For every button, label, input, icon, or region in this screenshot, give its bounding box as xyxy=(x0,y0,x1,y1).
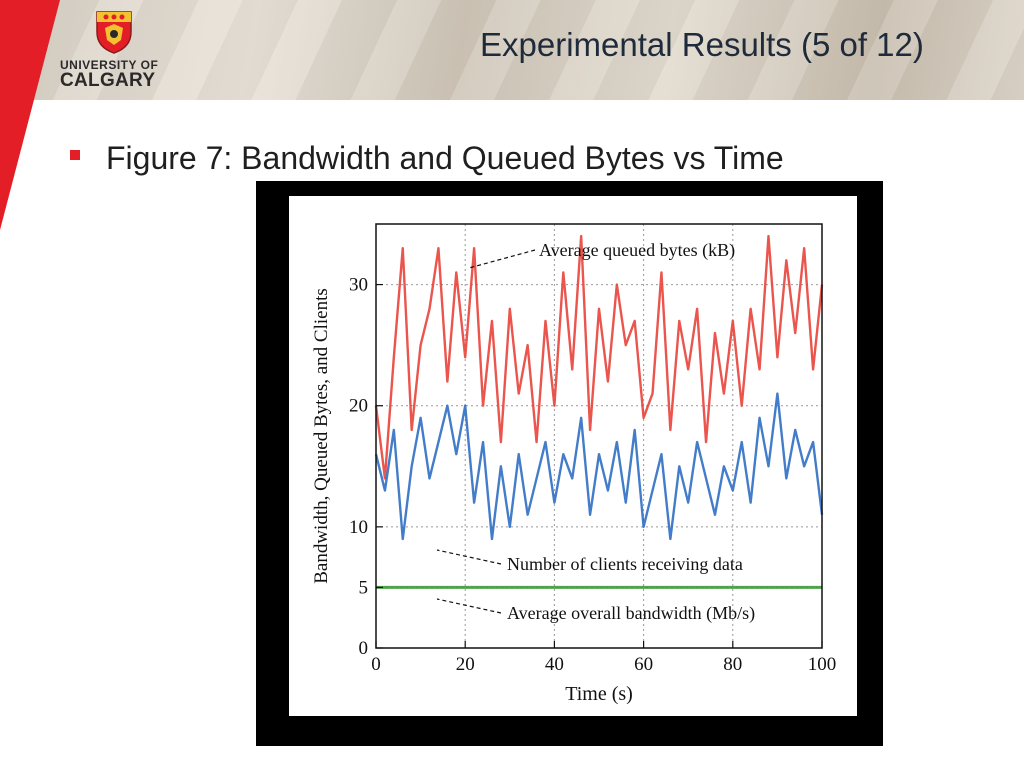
chart-ticks: 0 20 40 60 80 100 0 5 10 20 30 xyxy=(349,275,836,675)
series-line-2 xyxy=(374,392,824,541)
annotation-label: Number of clients receiving data xyxy=(507,554,743,574)
chart-grid xyxy=(376,224,822,648)
university-logo: UNIVERSITY OF CALGARY xyxy=(60,10,170,91)
y-axis-label: Bandwidth, Queued Bytes, and Clients xyxy=(311,288,332,584)
x-tick-label: 40 xyxy=(545,654,564,675)
logo-line1: UNIVERSITY OF xyxy=(60,58,159,72)
annotation-leader-line xyxy=(436,549,502,565)
annotation-leader-line xyxy=(436,598,502,614)
y-tick-label: 10 xyxy=(349,517,368,538)
x-tick-label: 80 xyxy=(723,654,742,675)
x-tick-label: 60 xyxy=(634,654,653,675)
logo-line2: CALGARY xyxy=(60,70,156,91)
annotation-label: Average overall bandwidth (Mb/s) xyxy=(507,603,755,624)
x-axis-label: Time (s) xyxy=(565,683,633,705)
annotation-label: Average queued bytes (kB) xyxy=(539,240,735,261)
y-tick-label: 30 xyxy=(349,275,368,296)
x-tick-label: 100 xyxy=(808,654,837,675)
chart-annotations: Average queued bytes (kB) Number of clien… xyxy=(436,240,755,624)
x-tick-label: 0 xyxy=(371,654,381,675)
crest-icon xyxy=(96,11,132,54)
chart-panel: 0 20 40 60 80 100 0 5 10 20 30 Average queued byte… xyxy=(289,196,857,716)
red-accent-bar xyxy=(0,0,60,230)
chart-series xyxy=(374,234,824,589)
header-texture xyxy=(0,0,1024,100)
y-tick-label: 5 xyxy=(359,577,369,598)
x-tick-label: 20 xyxy=(456,654,475,675)
y-tick-label: 20 xyxy=(349,396,368,417)
bullet-text: Figure 7: Bandwidth and Queued Bytes vs … xyxy=(106,140,784,176)
y-tick-label: 0 xyxy=(359,638,369,659)
slide-title: Experimental Results (5 of 12) xyxy=(480,26,924,63)
chart: 0 20 40 60 80 100 0 5 10 20 30 Average queued byte… xyxy=(311,223,836,705)
bullet-square-icon xyxy=(70,150,80,160)
annotation-leader-line xyxy=(468,249,536,269)
series-line-1 xyxy=(374,234,824,480)
slide-header xyxy=(0,0,1024,100)
plot-frame xyxy=(375,223,823,649)
